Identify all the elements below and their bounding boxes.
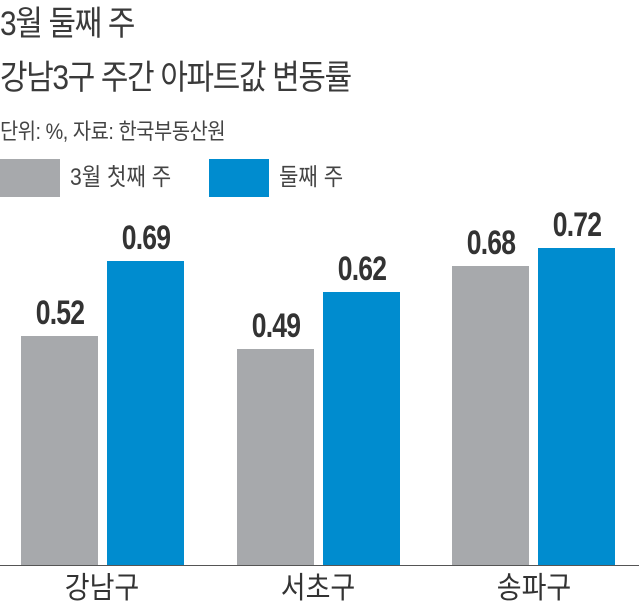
category-label-seocho: 서초구 bbox=[280, 572, 356, 605]
chart-title-line2: 강남3구 주간 아파트값 변동률 bbox=[0, 59, 352, 97]
value-label-songpa-series0: 0.68 bbox=[466, 224, 516, 262]
bar-seocho-series0 bbox=[237, 349, 314, 565]
bar-gangnam-series1 bbox=[107, 261, 184, 565]
bar-gangnam-series0 bbox=[21, 336, 98, 565]
bar-songpa-series0 bbox=[452, 266, 529, 565]
category-label-gangnam: 강남구 bbox=[64, 572, 140, 605]
bar-songpa-series1 bbox=[538, 248, 615, 565]
value-label-gangnam-series1: 0.69 bbox=[121, 219, 171, 257]
x-axis-baseline bbox=[0, 565, 639, 566]
bar-seocho-series1 bbox=[323, 292, 400, 565]
legend-label-second-week: 둘째 주 bbox=[279, 164, 344, 191]
chart-subtitle: 단위: %, 자료: 한국부동산원 bbox=[0, 119, 226, 144]
value-label-seocho-series0: 0.49 bbox=[251, 307, 301, 345]
category-label-songpa: 송파구 bbox=[496, 572, 572, 605]
legend-swatch-first-week bbox=[0, 159, 60, 197]
value-label-songpa-series1: 0.72 bbox=[552, 206, 602, 244]
legend-label-first-week: 3월 첫째 주 bbox=[70, 164, 172, 191]
value-label-gangnam-series0: 0.52 bbox=[35, 294, 85, 332]
legend-swatch-second-week bbox=[209, 159, 269, 197]
value-label-seocho-series1: 0.62 bbox=[337, 250, 387, 288]
chart-title-line1: 3월 둘째 주 bbox=[0, 5, 135, 43]
